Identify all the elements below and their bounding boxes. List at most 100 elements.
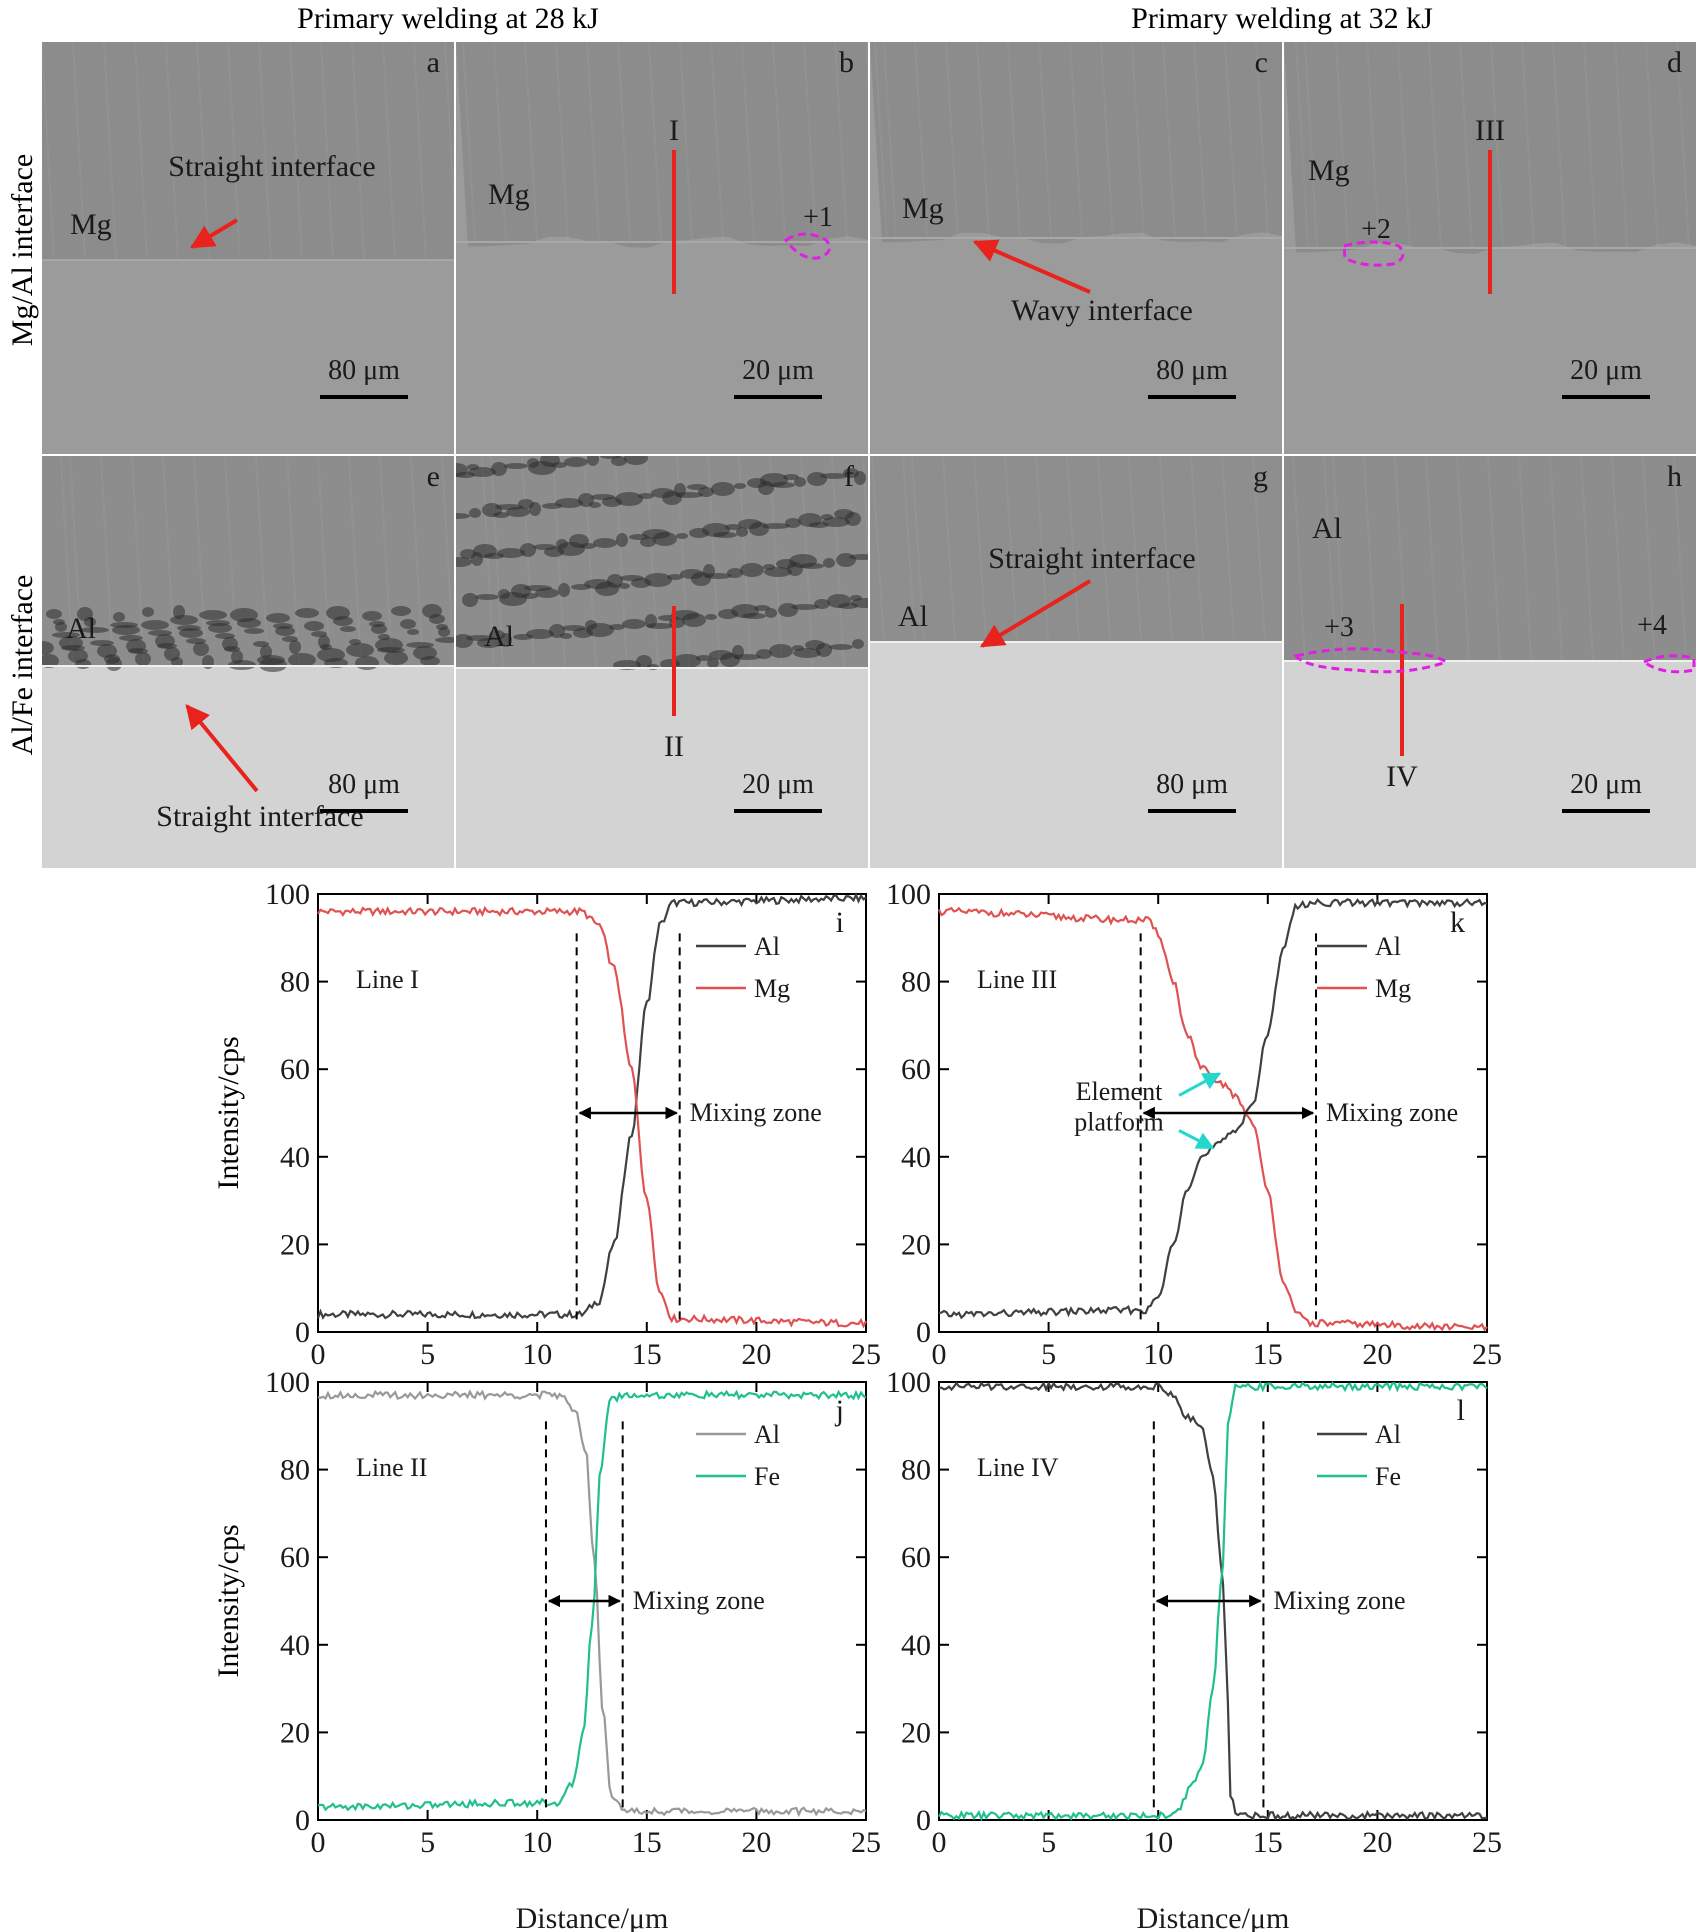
chart-k-legend-mg-label: Mg <box>1375 974 1411 1003</box>
chart-j-ylabel: Intensity/cps <box>212 1524 245 1677</box>
chart-k-xtick-label: 25 <box>1472 1338 1502 1371</box>
chart-k-xtick-label: 20 <box>1362 1338 1392 1371</box>
c-annotation-label: Wavy interface <box>1011 294 1193 327</box>
d-top-phase-region <box>1284 42 1696 254</box>
chart-j-xtick-label: 10 <box>522 1826 552 1859</box>
chart-k-panel-letter: k <box>1450 906 1465 939</box>
c-top-phase-region <box>870 42 1282 244</box>
e-scale-bar-label: 80 μm <box>328 769 400 800</box>
chart-l-xtick-label: 20 <box>1362 1826 1392 1859</box>
c-panel-letter: c <box>1255 46 1268 79</box>
chart-j-panel-letter: j <box>835 1394 844 1427</box>
e-panel-letter: e <box>427 460 440 493</box>
chart-k-mixing-zone-label: Mixing zone <box>1326 1098 1458 1127</box>
chart-i-xtick-label: 25 <box>851 1338 881 1371</box>
chart-l-legend-al-label: Al <box>1375 1420 1401 1449</box>
b-top-phase-region <box>456 42 868 248</box>
d-line-scan-label: III <box>1475 114 1505 147</box>
chart-k-xtick-label: 0 <box>932 1338 947 1371</box>
chart-l-xtick-label: 15 <box>1253 1826 1283 1859</box>
chart-i-mixing-zone-label: Mixing zone <box>690 1098 822 1127</box>
chart-l-line-annotation: Line IV <box>977 1453 1059 1482</box>
chart-k-line-annotation: Line III <box>977 965 1057 994</box>
e-annotation-arrow <box>185 704 259 793</box>
chart-j-legend-fe-label: Fe <box>754 1462 780 1491</box>
b-panel-letter: b <box>839 46 854 79</box>
chart-l-xtick-label: 10 <box>1143 1826 1173 1859</box>
micrograph-a: a Mg 80 μm Straight interface <box>42 42 454 454</box>
chart-i-frame <box>317 893 867 1333</box>
h-top-phase-label: Al <box>1312 512 1342 545</box>
d-scale-bar-label: 20 μm <box>1570 355 1642 386</box>
micrograph-b: b Mg 20 μm I +1 <box>456 42 868 454</box>
g-panel-letter: g <box>1253 460 1268 493</box>
chart-i-ytick-label: 20 <box>280 1228 310 1261</box>
f-line-scan-label: II <box>664 730 684 763</box>
chart-i-panel-letter: i <box>836 906 844 939</box>
b-top-phase-label: Mg <box>488 178 530 211</box>
chart-l-ytick-label: 100 <box>886 1366 931 1399</box>
column-header-28kj: Primary welding at 28 kJ <box>297 2 599 35</box>
chart-i-xtick-label: 20 <box>741 1338 771 1371</box>
chart-j-xlabel: Distance/μm <box>516 1902 669 1932</box>
chart-i-ytick-label: 100 <box>265 878 310 911</box>
d-panel-letter: d <box>1667 46 1682 79</box>
chart-i-legend-mg-label: Mg <box>754 974 790 1003</box>
chart-k-platform-arrow-al <box>1178 1129 1215 1150</box>
chart-j-ytick-label: 80 <box>280 1454 310 1487</box>
line-scan-charts: 0 5 10 15 20 25020406080100Intensity/cpsiLine… <box>212 878 1502 1932</box>
chart-j-line-annotation: Line II <box>356 1453 427 1482</box>
b-point-p1-label: +1 <box>803 202 833 233</box>
chart-i-xtick-label: 5 <box>420 1338 435 1371</box>
chart-l-panel-letter: l <box>1457 1394 1465 1427</box>
chart-k: 0 5 10 15 20 25 0 20 40 60 80 100 k Line III Al Mg Mixin… <box>886 878 1502 1371</box>
chart-k-ytick-label: 80 <box>901 966 931 999</box>
h-point-p4-outline <box>1640 654 1696 674</box>
chart-j-ytick-label: 20 <box>280 1716 310 1749</box>
chart-l-series-al-line <box>938 1381 1488 1821</box>
h-point-p3-outline <box>1293 647 1450 674</box>
chart-j-series-al-line <box>317 1389 867 1818</box>
chart-j-ytick-label: 100 <box>265 1366 310 1399</box>
e-top-phase-label: Al <box>66 612 96 645</box>
chart-j-xtick-label: 5 <box>420 1826 435 1859</box>
f-top-phase-label: Al <box>484 620 514 653</box>
c-annotation-arrow <box>972 239 1091 294</box>
chart-i-ytick-label: 0 <box>295 1316 310 1349</box>
chart-i-line-annotation: Line I <box>356 965 419 994</box>
a-annotation-arrow <box>189 218 239 249</box>
chart-k-legend-al-label: Al <box>1375 932 1401 961</box>
a-annotation-label: Straight interface <box>168 150 375 183</box>
row-label-mg-al: Mg/Al interface <box>6 154 39 346</box>
chart-l-ytick-label: 40 <box>901 1629 931 1662</box>
chart-i-legend-al-label: Al <box>754 932 780 961</box>
g-top-phase-label: Al <box>898 600 928 633</box>
chart-k-ytick-label: 0 <box>916 1316 931 1349</box>
chart-j-xtick-label: 25 <box>851 1826 881 1859</box>
a-top-phase-label: Mg <box>70 208 112 241</box>
a-scale-bar-label: 80 μm <box>328 355 400 386</box>
c-top-phase-label: Mg <box>902 192 944 225</box>
chart-l-ytick-label: 60 <box>901 1541 931 1574</box>
chart-j-ytick-label: 0 <box>295 1804 310 1837</box>
micrograph-d: d Mg 20 μm III +2 <box>1284 42 1696 454</box>
chart-j-ytick-label: 60 <box>280 1541 310 1574</box>
chart-l: 0 5 10 15 20 25 0 20 40 60 80 100 Distance/μm l Line I… <box>886 1366 1502 1932</box>
d-point-p2-label: +2 <box>1361 214 1391 245</box>
f-scale-bar-label: 20 μm <box>742 769 814 800</box>
chart-j-ytick-label: 40 <box>280 1629 310 1662</box>
chart-i-xtick-label: 15 <box>632 1338 662 1371</box>
chart-k-platform-arrow-mg <box>1178 1072 1222 1097</box>
b-scale-bar-label: 20 μm <box>742 355 814 386</box>
chart-i-ylabel: Intensity/cps <box>212 1036 245 1189</box>
chart-l-series-fe-line <box>938 1380 1488 1822</box>
chart-j: 0 5 10 15 20 25 0 20 40 60 80 100 Intensity/cps Dista… <box>212 1366 881 1932</box>
micrograph-f: f Al 20 μm II <box>456 456 868 868</box>
chart-l-xtick-label: 5 <box>1041 1826 1056 1859</box>
chart-i: 0 5 10 15 20 25 0 20 40 60 80 100 Intensity/cps i Line… <box>212 878 881 1371</box>
row-label-al-fe: Al/Fe interface <box>6 575 39 756</box>
micrograph-c: c Mg 80 μm Wavy interface <box>870 42 1282 454</box>
chart-i-series-al-line <box>316 892 867 1320</box>
